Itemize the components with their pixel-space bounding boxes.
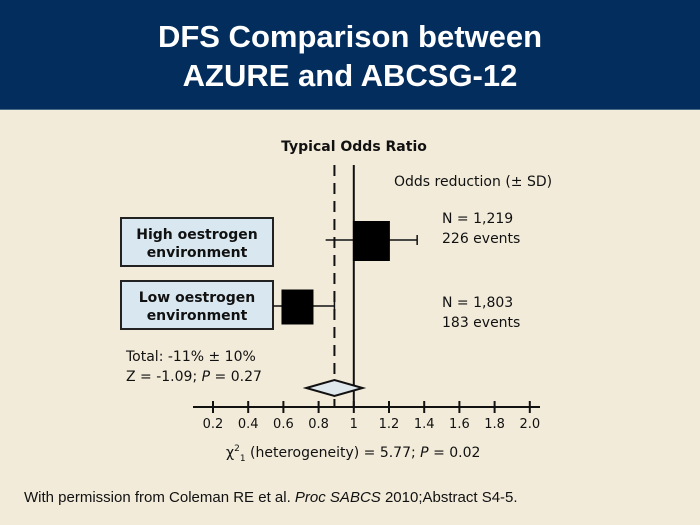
citation: With permission from Coleman RE et al. P…: [24, 489, 518, 506]
x-tick-label: 1.8: [484, 417, 505, 432]
x-tick-label: 1.4: [414, 417, 435, 432]
odds-ratio-square: [281, 289, 314, 325]
total-diamond: [302, 378, 367, 398]
x-tick-label: 2.0: [519, 417, 540, 432]
events-text: 226 events: [442, 231, 520, 247]
row-label: environment: [147, 245, 248, 261]
row-label: High oestrogen: [136, 227, 258, 243]
x-tick-label: 0.2: [203, 417, 224, 432]
n-text: N = 1,219: [442, 211, 513, 227]
column-header: Odds reduction (± SD): [394, 174, 552, 190]
row-label: Low oestrogen: [139, 290, 256, 306]
x-tick-label: 0.4: [238, 417, 259, 432]
row-label: environment: [147, 308, 248, 324]
x-tick-label: 1.6: [449, 417, 470, 432]
slide-header: DFS Comparison between AZURE and ABCSG-1…: [0, 0, 700, 110]
chart-title: Typical Odds Ratio: [281, 139, 427, 155]
slide-title: DFS Comparison between AZURE and ABCSG-1…: [0, 17, 700, 95]
row-label-box: [120, 217, 274, 267]
z-test-text: Z = -1.09; P = 0.27: [126, 369, 262, 385]
title-line-1: DFS Comparison between: [157, 19, 543, 54]
x-tick-label: 0.6: [273, 417, 294, 432]
title-line-2: AZURE and ABCSG-12: [182, 58, 518, 93]
x-tick-label: 1.2: [379, 417, 400, 432]
events-text: 183 events: [442, 315, 520, 331]
odds-ratio-square: [352, 221, 390, 261]
row-label-box: [120, 280, 274, 330]
x-tick-label: 0.8: [308, 417, 329, 432]
x-tick-label: 1: [350, 417, 358, 432]
total-text: Total: -11% ± 10%: [125, 349, 256, 365]
heterogeneity-text: χ21 (heterogeneity) = 5.77; P = 0.02: [226, 444, 480, 464]
n-text: N = 1,803: [442, 295, 513, 311]
